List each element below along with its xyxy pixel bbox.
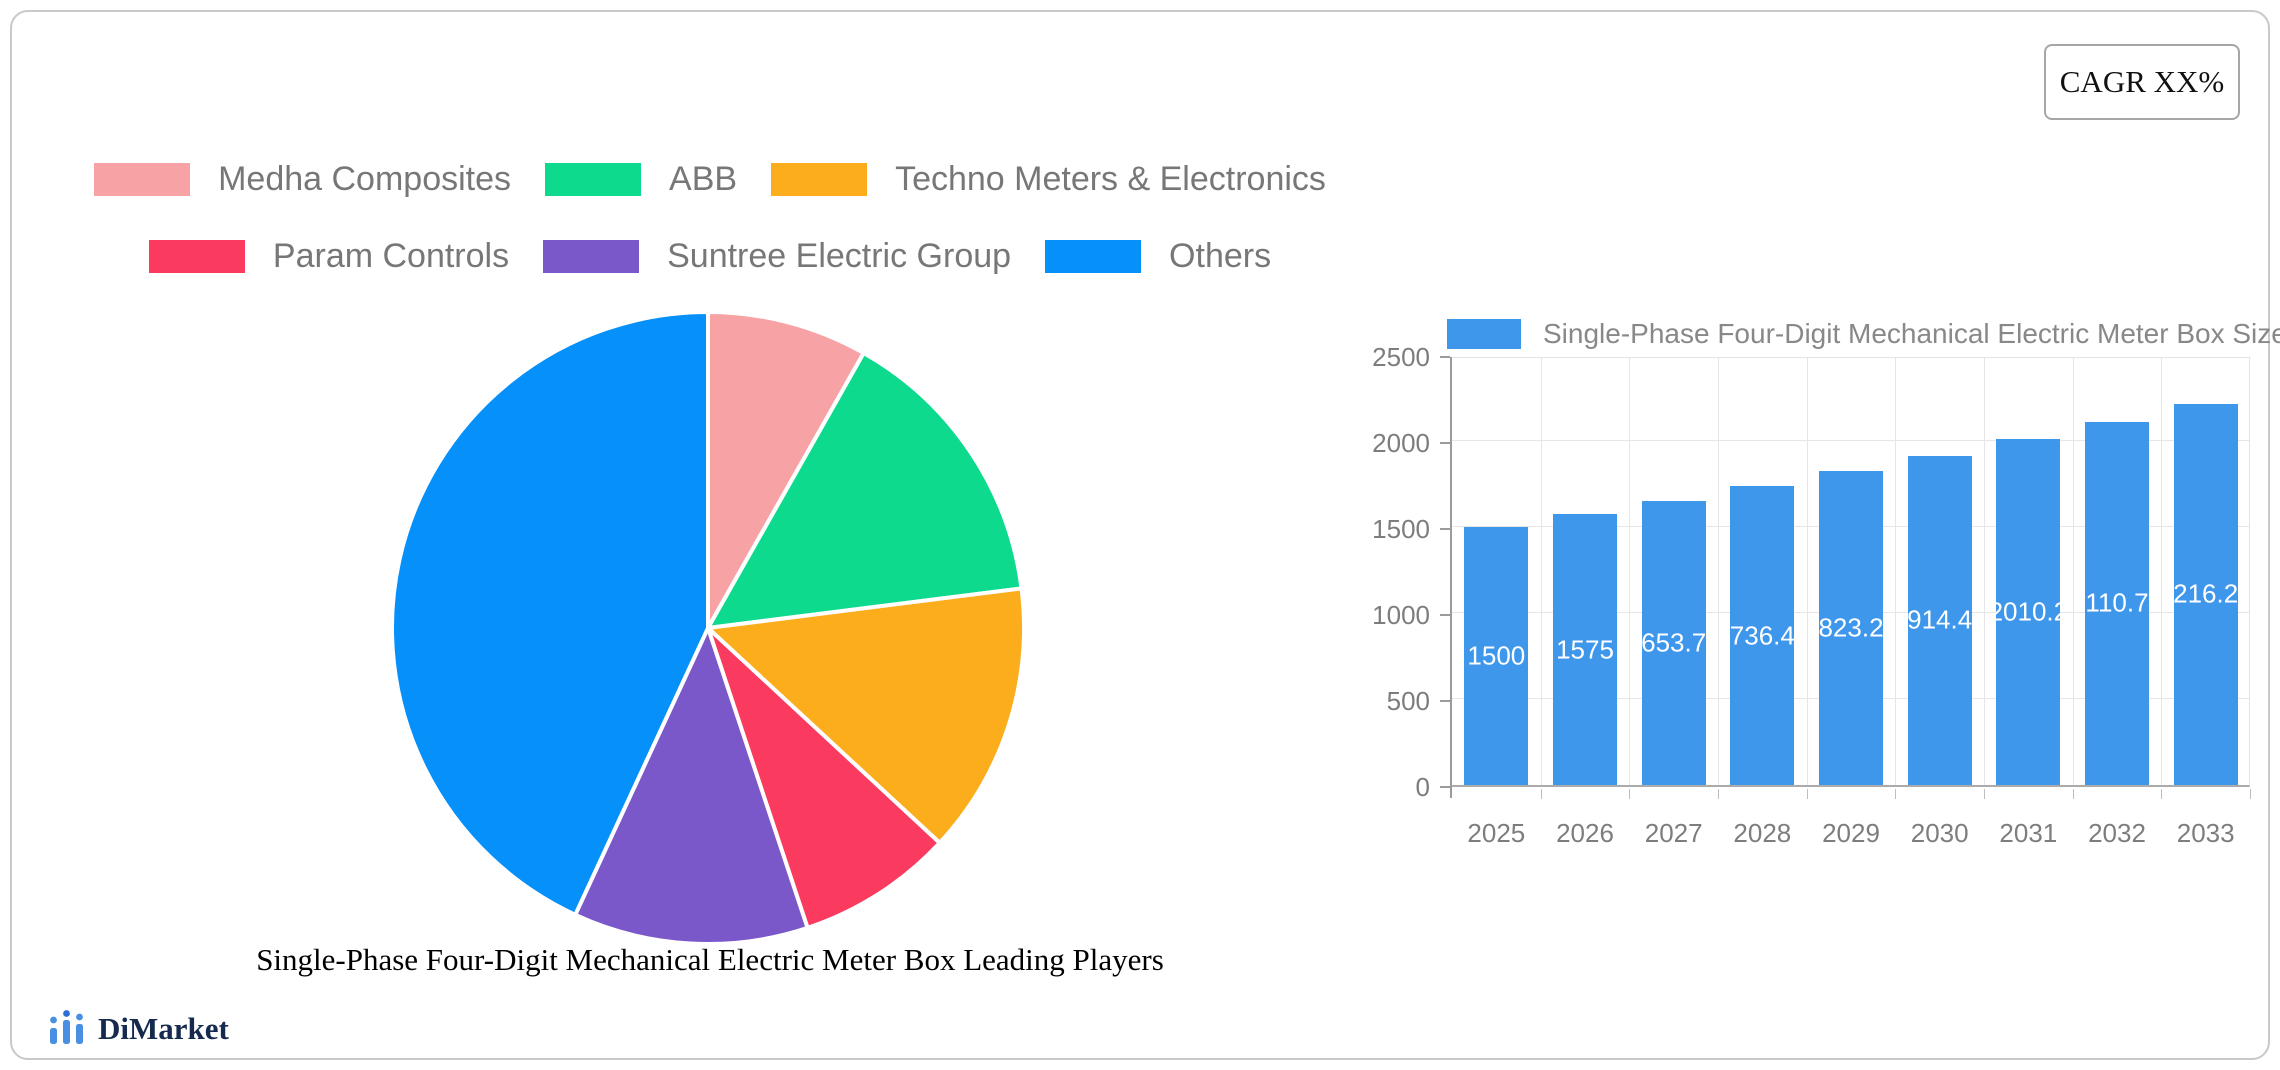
legend-swatch-abb bbox=[545, 163, 642, 196]
bar-2029: 1823.26 bbox=[1819, 471, 1883, 785]
bar-2028: 1736.44 bbox=[1730, 486, 1795, 785]
legend-label-others: Others bbox=[1169, 237, 1272, 275]
brand-logo: DiMarket bbox=[48, 1010, 229, 1048]
legend-label-param-controls: Param Controls bbox=[272, 237, 510, 275]
bar-value-label-2026: 1575 bbox=[1556, 634, 1614, 665]
x-axis-tick-mark-0 bbox=[1540, 789, 1542, 799]
brand-name: DiMarket bbox=[98, 1011, 229, 1046]
y-axis-tick-mark-0 bbox=[1440, 786, 1450, 788]
v-gridline-5 bbox=[1895, 358, 1897, 785]
y-axis-tick-label-0: 0 bbox=[1415, 772, 1430, 802]
v-gridline-3 bbox=[1718, 358, 1719, 785]
bar-chart-plot-area: 1500 1575 1653.75 1736.44 1823.26 1914.47 2010… bbox=[1452, 357, 2250, 787]
legend-swatch-medha-composites bbox=[94, 163, 191, 196]
bar-2025: 1500 bbox=[1464, 527, 1529, 785]
legend-swatch-suntree-electric-group bbox=[543, 240, 640, 273]
x-axis-tick-mark-7 bbox=[2161, 789, 2163, 799]
h-gridline-2000 bbox=[1452, 440, 2249, 441]
x-axis-tick-label-2032: 2032 bbox=[2088, 818, 2146, 848]
y-axis-tick-mark-500 bbox=[1440, 700, 1450, 702]
bar-2032: 2110.71 bbox=[2085, 421, 2149, 785]
x-axis-tick-label-2033: 2033 bbox=[2176, 818, 2235, 848]
legend-item-abb[interactable]: ABB bbox=[545, 160, 737, 199]
x-axis-tick-mark-6 bbox=[2072, 789, 2074, 799]
pie-chart-title: Single-Phase Four-Digit Mechanical Elect… bbox=[256, 942, 1164, 977]
y-axis-tick-label-2000: 2000 bbox=[1372, 428, 1430, 458]
x-axis-tick-mark-3 bbox=[1806, 789, 1808, 799]
x-axis-tick-mark-5 bbox=[1984, 789, 1985, 799]
v-gridline-8 bbox=[2161, 358, 2163, 785]
bar-2033: 2216.25 bbox=[2173, 403, 2238, 785]
pie-slice-suntree-electric-group bbox=[573, 626, 810, 946]
x-axis-tick-mark-4 bbox=[1895, 789, 1897, 799]
bar-value-label-2025: 1500 bbox=[1467, 640, 1526, 671]
x-axis-tick-mark-8 bbox=[2250, 789, 2251, 799]
legend-label-medha-composites: Medha Composites bbox=[218, 160, 512, 198]
legend-swatch-others bbox=[1045, 240, 1142, 273]
pie-legend-row-2: Param Controls Suntree Electric Group Othe… bbox=[148, 237, 1271, 276]
legend-item-suntree-electric-group[interactable]: Suntree Electric Group bbox=[543, 237, 1011, 276]
pie-legend: Medha Composites ABB Techno Meters & Elect… bbox=[12, 160, 1408, 276]
pie-chart bbox=[390, 310, 1026, 946]
legend-item-others[interactable]: Others bbox=[1045, 237, 1271, 276]
legend-item-techno-meters-electronics[interactable]: Techno Meters & Electronics bbox=[771, 160, 1326, 199]
x-axis-tick-label-2031: 2031 bbox=[1999, 818, 2058, 848]
pie-slice-param-controls bbox=[706, 626, 942, 930]
bar-2031: 2010.2 bbox=[1996, 439, 2061, 785]
bar-legend-label: Single-Phase Four-Digit Mechanical Elect… bbox=[1543, 318, 2280, 349]
pie-slice-medha-composites bbox=[706, 310, 866, 630]
brand-logo-icon bbox=[50, 1010, 83, 1044]
bar-chart-y-axis-line bbox=[1450, 357, 1452, 798]
cagr-label: CAGR XX% bbox=[2059, 64, 2225, 99]
bar-value-label-2029: 1823.26 bbox=[1819, 612, 1883, 643]
v-gridline-6 bbox=[1984, 358, 1985, 785]
legend-label-suntree-electric-group: Suntree Electric Group bbox=[667, 237, 1012, 275]
bar-2026: 1575 bbox=[1553, 514, 1617, 785]
bar-value-label-2031: 2010.2 bbox=[1996, 596, 2060, 627]
legend-label-techno-meters-electronics: Techno Meters & Electronics bbox=[895, 160, 1326, 198]
legend-item-medha-composites[interactable]: Medha Composites bbox=[94, 160, 511, 199]
pie-slice-abb bbox=[706, 351, 1024, 630]
y-axis-tick-mark-2000 bbox=[1440, 442, 1450, 444]
legend-swatch-techno-meters-electronics bbox=[771, 163, 868, 196]
x-axis-tick-label-2029: 2029 bbox=[1822, 818, 1880, 848]
y-axis-tick-mark-1500 bbox=[1440, 528, 1450, 530]
pie-slice-others bbox=[390, 310, 710, 917]
pie-legend-row-1: Medha Composites ABB Techno Meters & Elect… bbox=[94, 160, 1326, 199]
x-axis-tick-label-2026: 2026 bbox=[1556, 818, 1614, 848]
x-axis-tick-label-2028: 2028 bbox=[1733, 818, 1792, 848]
legend-swatch-param-controls bbox=[148, 240, 245, 273]
v-gridline-2 bbox=[1629, 358, 1631, 785]
v-gridline-1 bbox=[1540, 358, 1542, 785]
bar-value-label-2033: 2216.25 bbox=[2173, 578, 2238, 609]
pie-slice-techno-meters-electronics bbox=[706, 586, 1026, 845]
y-axis-tick-mark-1000 bbox=[1440, 614, 1450, 616]
y-axis-tick-label-1000: 1000 bbox=[1372, 600, 1430, 630]
x-axis-tick-label-2027: 2027 bbox=[1644, 818, 1703, 848]
bar-value-label-2032: 2110.71 bbox=[2085, 587, 2149, 618]
x-axis-tick-label-2030: 2030 bbox=[1910, 818, 1969, 848]
y-axis-tick-label-2500: 2500 bbox=[1372, 342, 1430, 372]
v-gridline-7 bbox=[2072, 358, 2074, 785]
x-axis-tick-mark-1 bbox=[1629, 789, 1631, 799]
y-axis-tick-label-500: 500 bbox=[1386, 686, 1430, 716]
legend-item-param-controls[interactable]: Param Controls bbox=[148, 237, 510, 276]
bar-value-label-2030: 1914.47 bbox=[1907, 604, 1972, 635]
y-axis-tick-mark-2500 bbox=[1440, 356, 1450, 358]
x-axis-tick-label-2025: 2025 bbox=[1467, 818, 1526, 848]
report-card: CAGR XX% Medha Composites ABB Techno Meter… bbox=[10, 10, 2280, 1060]
x-axis-tick-mark-2 bbox=[1718, 789, 1719, 799]
bar-value-label-2027: 1653.75 bbox=[1641, 627, 1706, 658]
v-gridline-4 bbox=[1806, 358, 1808, 785]
y-axis-tick-label-1500: 1500 bbox=[1372, 514, 1430, 544]
bar-value-label-2028: 1736.44 bbox=[1730, 620, 1795, 651]
bar-legend-item[interactable]: Single-Phase Four-Digit Mechanical Elect… bbox=[1447, 318, 2280, 350]
bar-2027: 1653.75 bbox=[1641, 500, 1706, 785]
legend-label-abb: ABB bbox=[669, 160, 738, 198]
bar-2030: 1914.47 bbox=[1907, 455, 1972, 785]
cagr-badge: CAGR XX% bbox=[2044, 44, 2240, 120]
bar-legend-swatch bbox=[1447, 319, 1521, 349]
